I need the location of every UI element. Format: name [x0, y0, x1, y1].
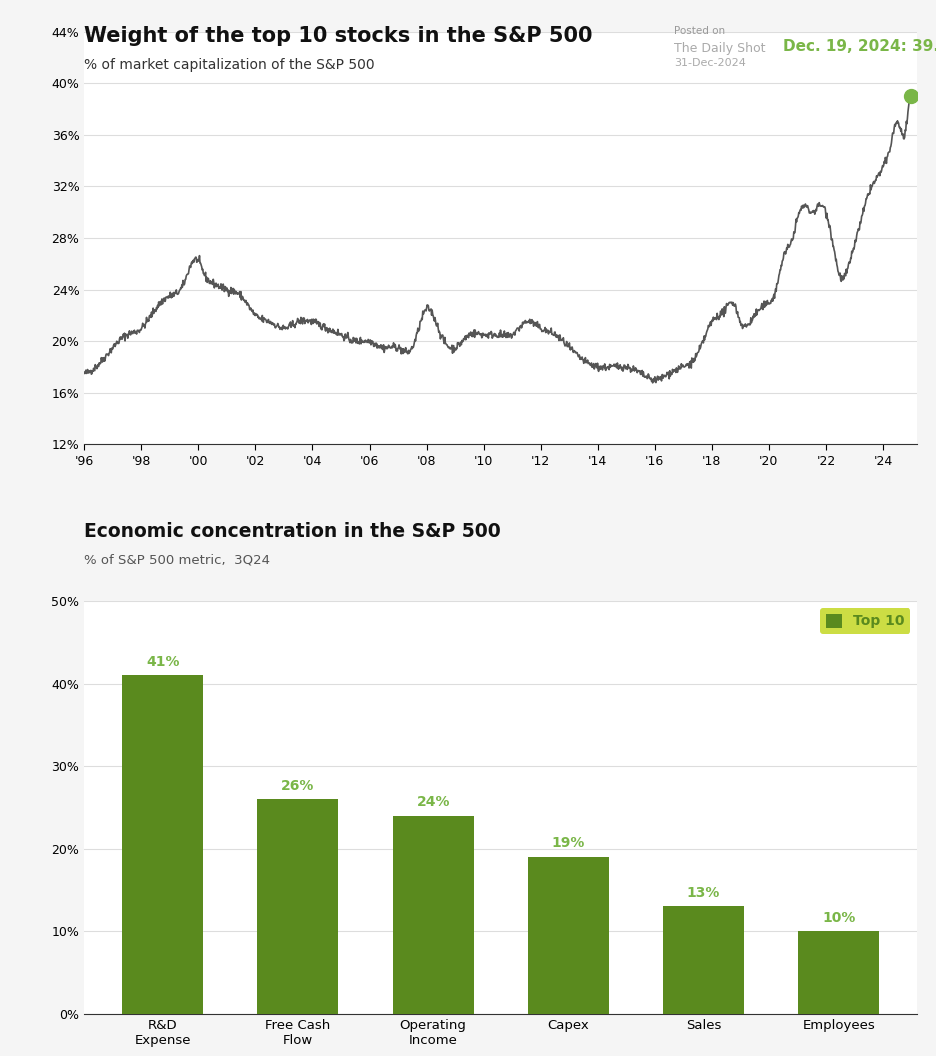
Text: 24%: 24% [417, 795, 450, 809]
Text: Dec. 19, 2024: 39.0%: Dec. 19, 2024: 39.0% [783, 39, 936, 54]
Bar [528, 857, 609, 1014]
Bar [798, 931, 880, 1014]
Bar [122, 676, 203, 1014]
Point [903, 88, 918, 105]
Bar [663, 906, 744, 1014]
Text: % of S&P 500 metric,  3Q24: % of S&P 500 metric, 3Q24 [84, 553, 271, 567]
Text: 41%: 41% [146, 655, 180, 668]
Bar [257, 799, 339, 1014]
Text: The Daily Shot: The Daily Shot [674, 42, 766, 55]
Text: 26%: 26% [281, 778, 314, 793]
Text: Weight of the top 10 stocks in the S&P 500: Weight of the top 10 stocks in the S&P 5… [84, 26, 592, 46]
Text: 19%: 19% [551, 836, 585, 850]
Text: % of market capitalization of the S&P 500: % of market capitalization of the S&P 50… [84, 58, 374, 72]
Text: Posted on: Posted on [674, 26, 725, 36]
Legend: Top 10: Top 10 [820, 608, 911, 634]
Text: 13%: 13% [687, 886, 721, 900]
Bar [392, 815, 474, 1014]
Text: Economic concentration in the S&P 500: Economic concentration in the S&P 500 [84, 522, 501, 541]
Text: 31-Dec-2024: 31-Dec-2024 [674, 58, 746, 68]
Text: 10%: 10% [822, 910, 856, 925]
